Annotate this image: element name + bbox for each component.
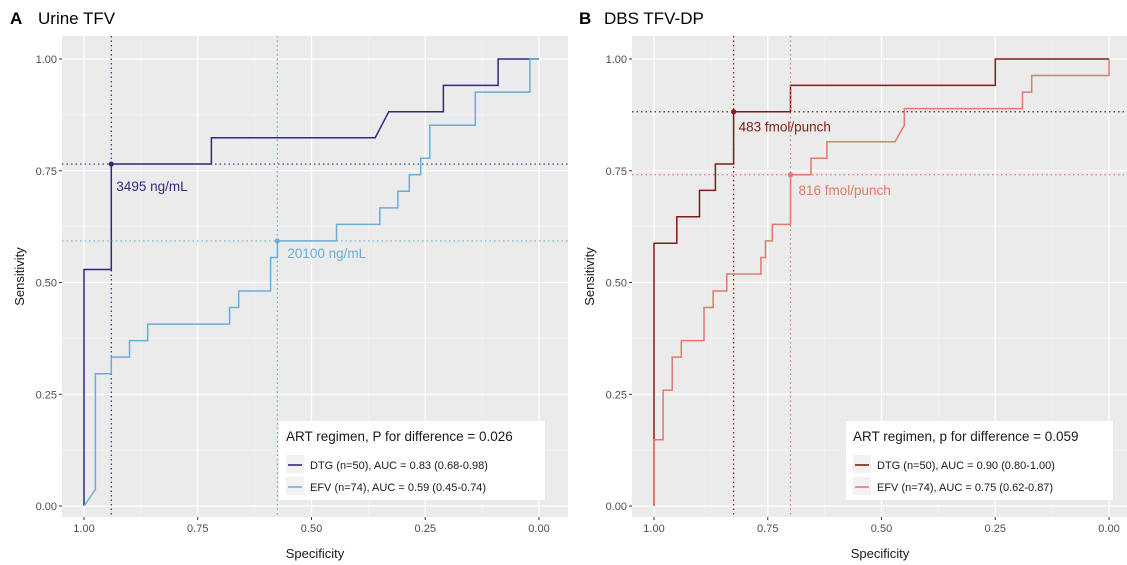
y-tick-label: 1.00: [36, 54, 57, 66]
cutoff-label: 816 fmol/punch: [799, 183, 891, 198]
x-axis-title: Specificity: [286, 546, 345, 561]
roc-curve: [83, 58, 539, 506]
cutoff-point: [108, 161, 114, 167]
y-tick-label: 0.75: [36, 166, 57, 178]
roc-curve: [83, 58, 539, 507]
roc-series-dtg: [632, 36, 1127, 517]
x-tick-label: 0.25: [985, 523, 1006, 535]
x-tick-label: 0.75: [187, 523, 208, 535]
cutoff-point: [787, 172, 794, 178]
legend-entry: DTG (n=50), AUC = 0.83 (0.68-0.98): [310, 460, 488, 472]
x-tick-label: 1.00: [643, 523, 664, 535]
legend-entry: EFV (n=74), AUC = 0.75 (0.62-0.87): [877, 482, 1053, 494]
cutoff-label: 20100 ng/mL: [287, 246, 366, 261]
y-tick-label: 0.50: [606, 278, 627, 290]
x-tick-label: 0.00: [1098, 523, 1119, 535]
x-tick-label: 0.25: [415, 523, 436, 535]
cutoff-point: [274, 238, 280, 244]
x-tick-label: 0.50: [871, 523, 892, 535]
y-tick-label: 0.00: [606, 501, 627, 513]
roc-curve: [653, 59, 1110, 506]
legend-entry: DTG (n=50), AUC = 0.90 (0.80-1.00): [877, 460, 1055, 472]
x-tick-label: 0.50: [301, 523, 322, 535]
x-axis-title: Specificity: [851, 546, 910, 561]
legend: ART regimen, P for difference = 0.026 DTG…: [279, 421, 545, 500]
y-axis-title: Sensitivity: [12, 247, 27, 306]
panel-letter: A: [10, 9, 22, 28]
y-tick-label: 0.50: [36, 278, 57, 290]
roc-series-efv: [632, 36, 1127, 517]
legend-key-bg: [853, 455, 871, 473]
roc-curve: [653, 58, 1109, 506]
legend-title: ART regimen, P for difference = 0.026: [286, 429, 513, 444]
y-tick-label: 0.75: [606, 166, 627, 178]
y-tick-label: 0.25: [36, 389, 57, 401]
legend-key-bg: [286, 455, 304, 473]
cutoff-point: [731, 109, 737, 115]
legend-key-bg: [286, 477, 304, 495]
x-tick-label: 0.75: [757, 523, 778, 535]
legend-key-bg: [853, 477, 871, 495]
x-tick-label: 0.00: [528, 523, 549, 535]
chart-panel-A: A Urine TFV 0.00 0.25 0.50 0.75 1.00 1.00 0.75 0.…: [10, 9, 568, 561]
y-axis-title: Sensitivity: [582, 247, 597, 306]
y-tick-label: 0.25: [606, 389, 627, 401]
legend-box: [846, 421, 1113, 500]
y-tick-label: 1.00: [606, 54, 627, 66]
legend: ART regimen, p for difference = 0.059 DTG…: [846, 421, 1113, 500]
cutoff-label: 483 fmol/punch: [739, 120, 831, 135]
roc-series-efv: [62, 36, 568, 517]
legend-title: ART regimen, p for difference = 0.059: [853, 429, 1079, 444]
x-tick-label: 1.00: [73, 523, 94, 535]
roc-series-dtg: [62, 36, 568, 517]
cutoff-label: 3495 ng/mL: [116, 179, 188, 194]
legend-box: [279, 421, 545, 500]
chart-panel-B: B DBS TFV-DP 0.00 0.25 0.50 0.75 1.00 1.00 0.75 0…: [579, 9, 1127, 561]
y-tick-label: 0.00: [36, 501, 57, 513]
chart-title: Urine TFV: [38, 9, 116, 28]
legend-entry: EFV (n=74), AUC = 0.59 (0.45-0.74): [310, 482, 486, 494]
chart-title: DBS TFV-DP: [604, 9, 704, 28]
panel-letter: B: [579, 9, 591, 28]
